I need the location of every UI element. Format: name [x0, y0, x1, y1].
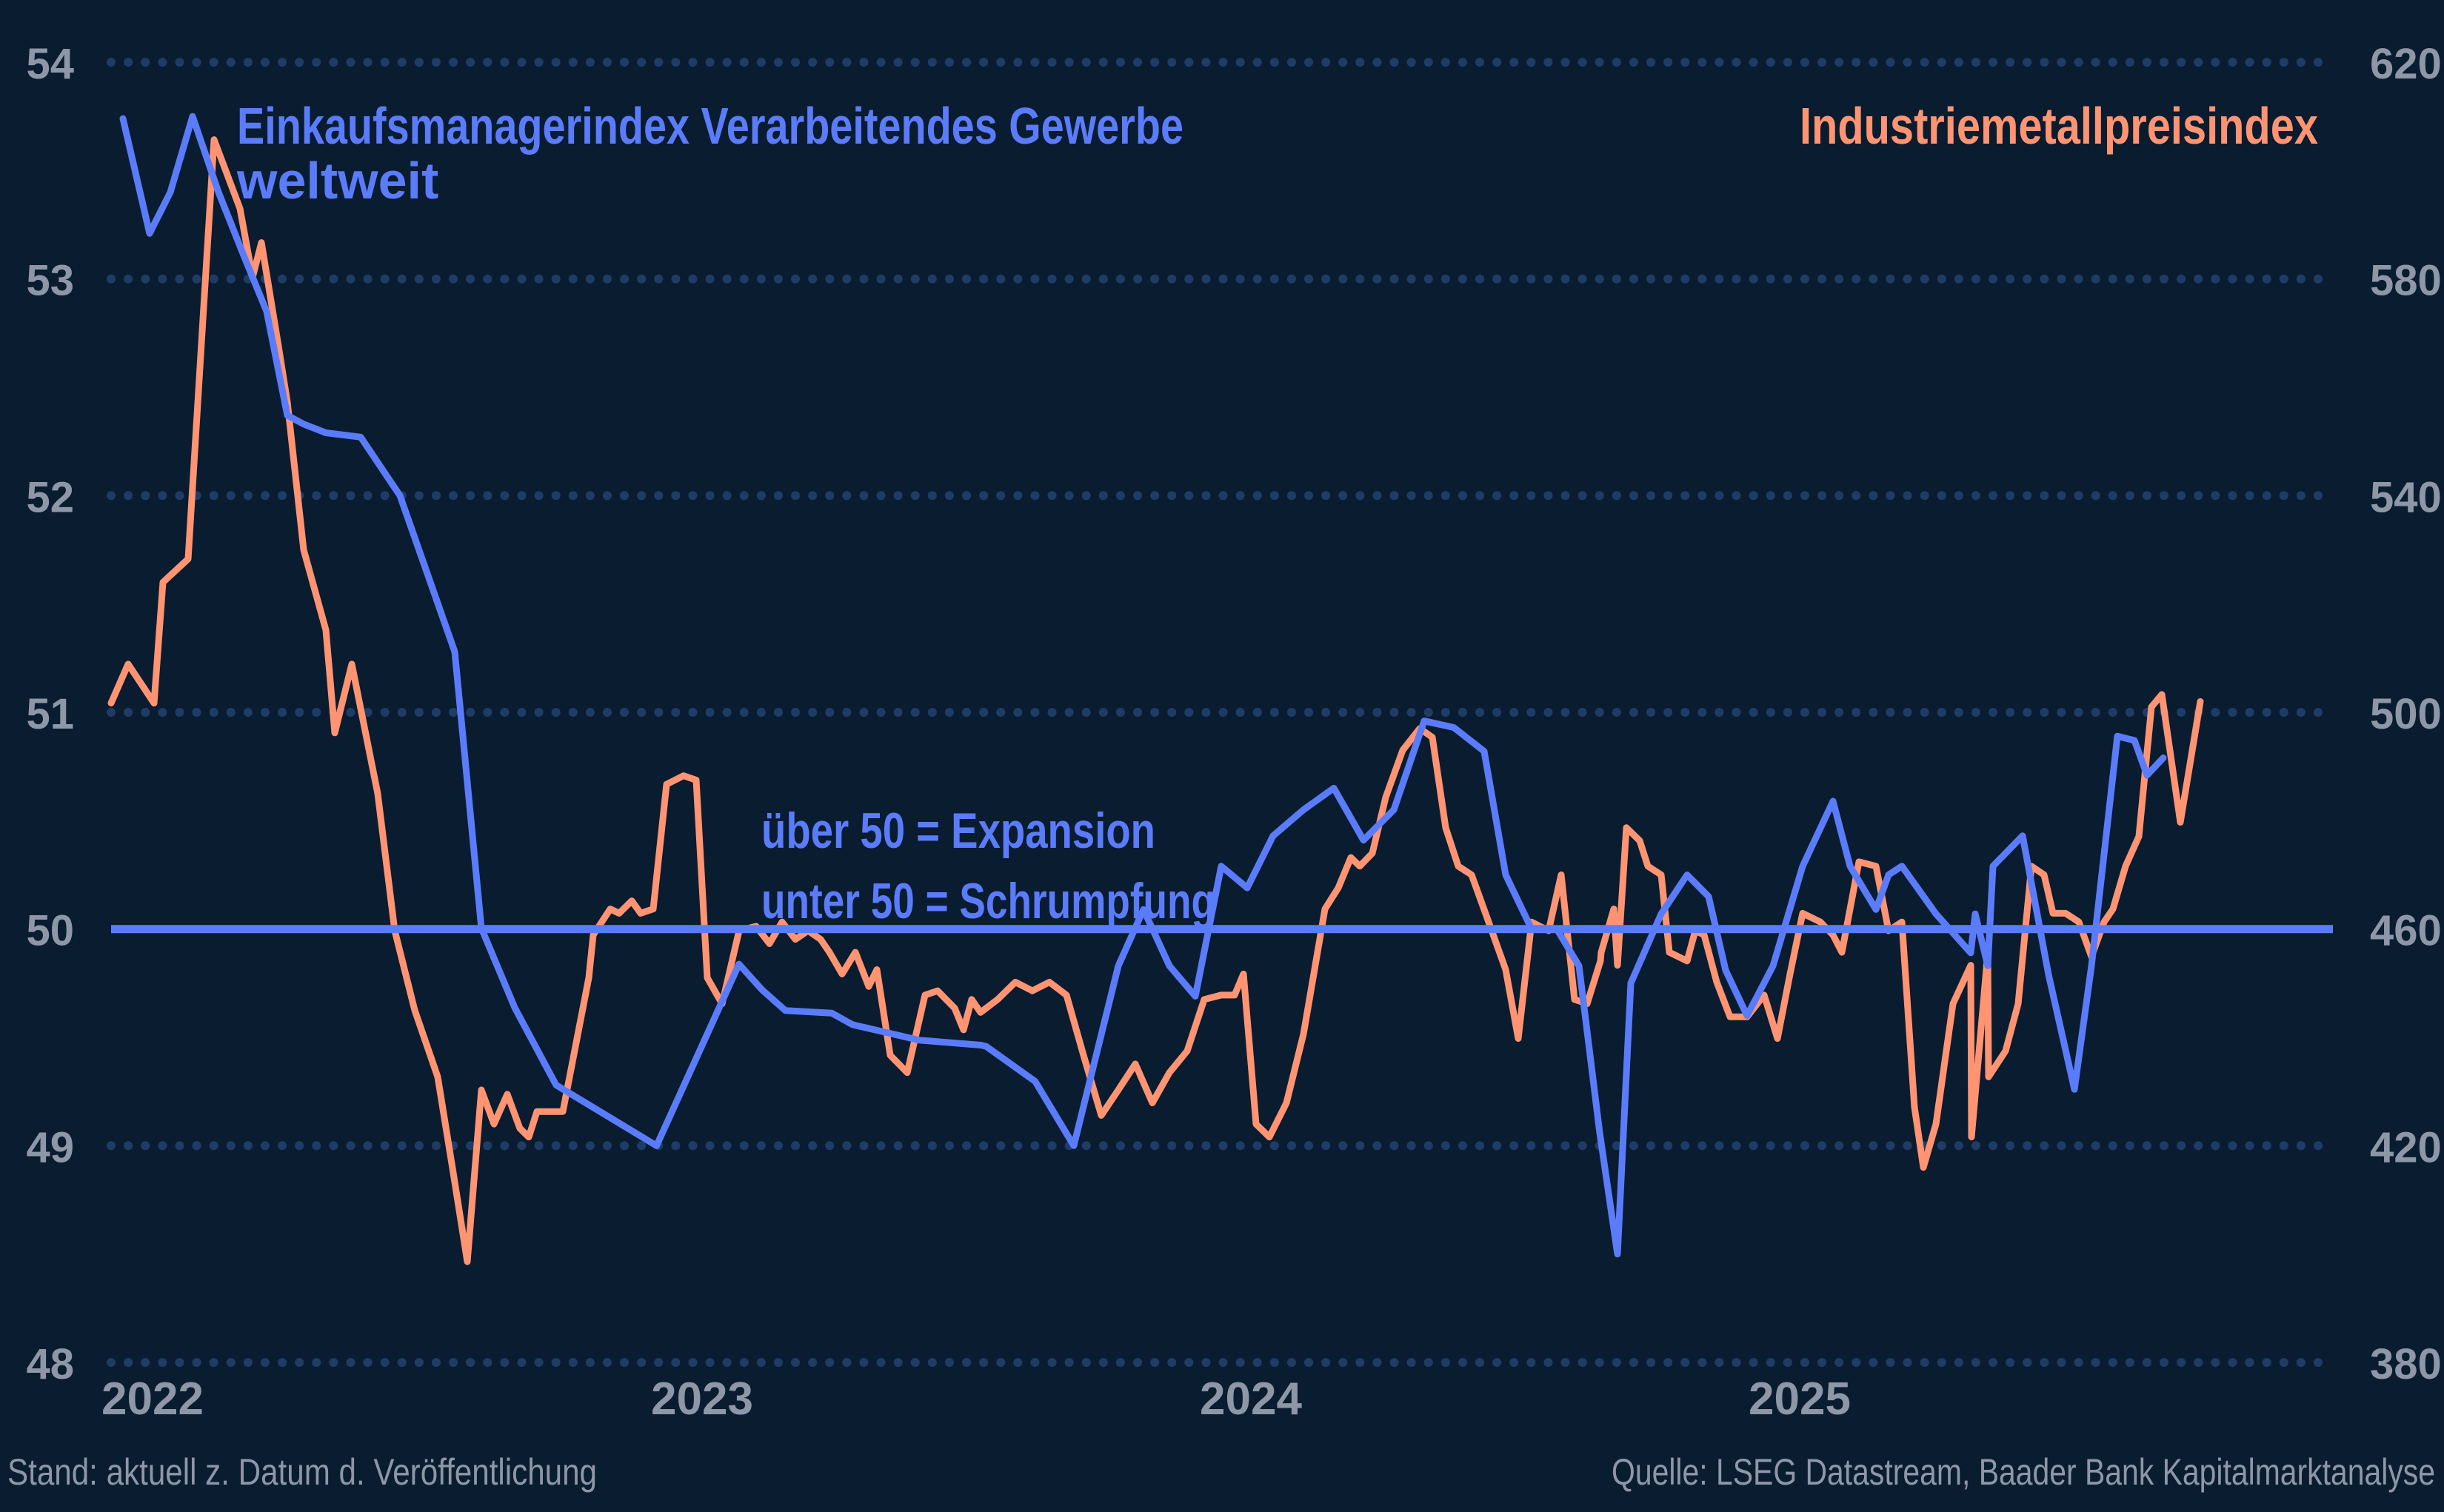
svg-text:49: 49 [26, 1123, 74, 1171]
svg-text:50: 50 [26, 907, 74, 955]
svg-text:420: 420 [2370, 1123, 2442, 1171]
svg-text:Industriemetallpreisindex: Industriemetallpreisindex [1800, 97, 2318, 155]
svg-text:Stand: aktuell z. Datum d. Ver: Stand: aktuell z. Datum d. Veröffentlich… [7, 1451, 597, 1493]
svg-text:53: 53 [26, 257, 74, 305]
svg-text:52: 52 [26, 473, 74, 521]
svg-text:2025: 2025 [1749, 1374, 1851, 1425]
svg-text:54: 54 [26, 40, 74, 88]
svg-text:über 50 = Expansion: über 50 = Expansion [761, 803, 1155, 859]
svg-text:2024: 2024 [1200, 1374, 1302, 1425]
svg-text:weltweit: weltweit [236, 152, 438, 210]
svg-text:Quelle: LSEG Datastream, Baade: Quelle: LSEG Datastream, Baader Bank Kap… [1612, 1451, 2435, 1493]
svg-text:500: 500 [2370, 690, 2442, 738]
svg-text:540: 540 [2370, 473, 2442, 521]
svg-text:48: 48 [26, 1340, 74, 1388]
svg-text:Einkaufsmanagerindex Verarbeit: Einkaufsmanagerindex Verarbeitendes Gewe… [237, 97, 1183, 155]
svg-text:460: 460 [2370, 907, 2442, 955]
svg-text:51: 51 [26, 690, 74, 738]
svg-text:580: 580 [2370, 257, 2442, 305]
svg-text:unter 50 = Schrumpfung: unter 50 = Schrumpfung [761, 873, 1215, 929]
svg-text:2022: 2022 [101, 1374, 204, 1425]
svg-text:380: 380 [2370, 1340, 2442, 1388]
svg-text:620: 620 [2370, 40, 2442, 88]
svg-text:2023: 2023 [651, 1374, 753, 1425]
